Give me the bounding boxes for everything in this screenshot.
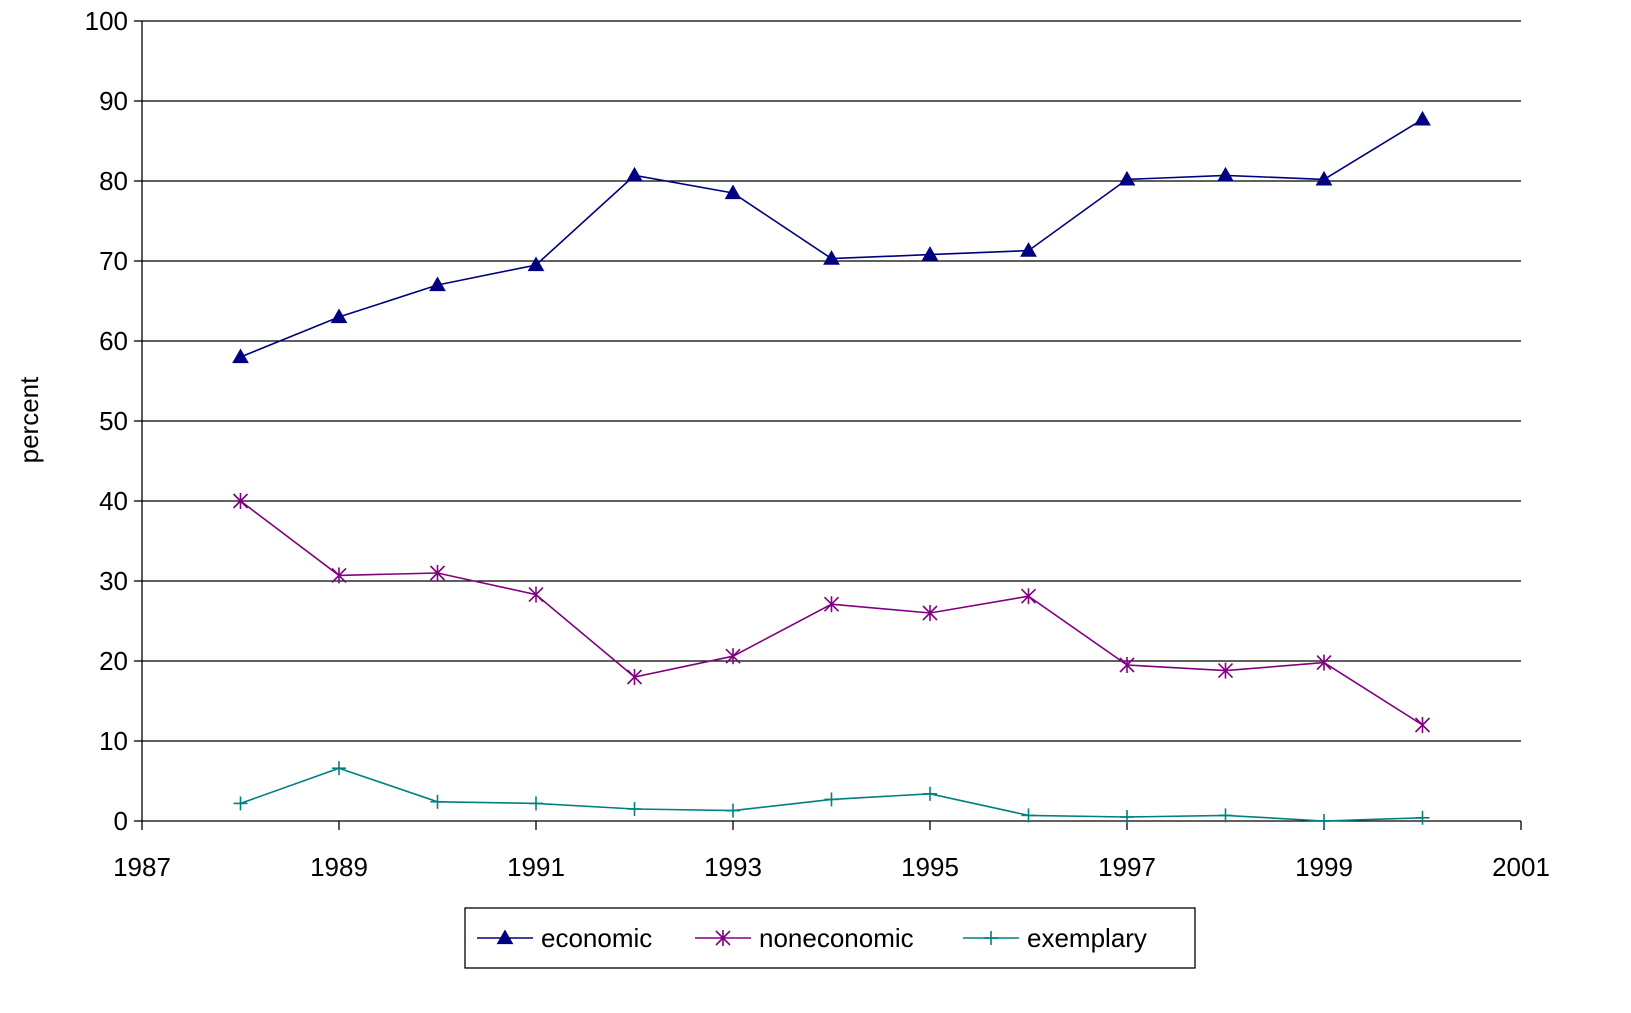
data-point-noneconomic [528, 586, 544, 603]
data-point-economic [626, 166, 643, 182]
data-point-exemplary [430, 794, 445, 809]
data-point-noneconomic [823, 596, 840, 613]
legend-label-exemplary: exemplary [1027, 923, 1147, 953]
data-point-economic [527, 256, 545, 272]
legend-marker-noneconomic [715, 930, 731, 946]
data-point-noneconomic [1217, 662, 1234, 679]
legend-label-noneconomic: noneconomic [759, 923, 914, 953]
x-tick-label: 1997 [1098, 852, 1156, 882]
data-point-noneconomic [1119, 657, 1135, 673]
data-point-noneconomic [1414, 717, 1431, 733]
data-point-exemplary [1415, 810, 1430, 825]
legend-label-economic: economic [541, 923, 652, 953]
y-tick-label: 80 [99, 166, 128, 196]
series-line-noneconomic [240, 500, 1423, 726]
data-point-exemplary [726, 803, 740, 818]
legend-box [464, 907, 1196, 969]
data-point-noneconomic [626, 669, 643, 685]
data-point-noneconomic [922, 605, 938, 621]
data-point-noneconomic [331, 567, 347, 584]
data-point-exemplary [824, 792, 839, 807]
x-tick-label: 1989 [310, 852, 368, 882]
y-axis-label: percent [14, 376, 44, 463]
y-tick-label: 10 [99, 726, 128, 756]
data-point-economic [1217, 166, 1234, 182]
series-line-economic [240, 118, 1423, 358]
y-tick-label: 30 [99, 566, 128, 596]
x-tick-label: 1991 [507, 852, 565, 882]
data-point-noneconomic [725, 648, 741, 665]
data-point-exemplary [1317, 814, 1331, 828]
y-tick-label: 90 [99, 86, 128, 116]
legend: economic noneconomic exemplary [464, 907, 1196, 969]
x-tick-label: 1995 [901, 852, 959, 882]
y-tick-label: 60 [99, 326, 128, 356]
data-point-economic [823, 250, 840, 265]
y-tick-label: 50 [99, 406, 128, 436]
y-tick-label: 0 [114, 806, 128, 836]
data-point-exemplary [1120, 810, 1134, 824]
axes: 0 10 20 30 40 50 60 70 80 90 100 1987 1989 1991 1993 19… [85, 6, 1550, 882]
data-point-exemplary [923, 786, 937, 801]
data-point-economic [1414, 110, 1431, 126]
legend-marker-exemplary [984, 931, 998, 945]
data-point-economic [921, 246, 939, 261]
data-point-exemplary [529, 796, 543, 811]
data-point-economic [232, 348, 249, 364]
data-point-economic [1118, 170, 1136, 186]
y-tick-label: 100 [85, 6, 128, 36]
x-tick-label: 1999 [1295, 852, 1353, 882]
data-point-noneconomic [1020, 588, 1037, 605]
data-point-economic [1315, 170, 1333, 186]
data-point-exemplary [1218, 808, 1233, 823]
data-point-economic [330, 308, 348, 324]
data-point-exemplary [332, 761, 346, 776]
data-point-economic [1020, 242, 1037, 257]
gridlines [142, 20, 1521, 742]
y-tick-label: 70 [99, 246, 128, 276]
data-point-economic [724, 184, 742, 200]
data-point-economic [429, 276, 446, 292]
data-point-exemplary [627, 802, 642, 816]
legend-marker-economic [496, 929, 514, 945]
y-tick-label: 40 [99, 486, 128, 516]
data-point-noneconomic [232, 493, 249, 509]
x-tick-label: 1987 [113, 852, 171, 882]
data-point-noneconomic [1316, 654, 1332, 671]
x-tick-label: 1993 [704, 852, 762, 882]
data-point-exemplary [233, 796, 248, 811]
series-lines [232, 110, 1431, 828]
x-tick-label: 2001 [1492, 852, 1550, 882]
data-point-noneconomic [429, 565, 446, 581]
y-tick-label: 20 [99, 646, 128, 676]
data-point-exemplary [1021, 808, 1036, 823]
